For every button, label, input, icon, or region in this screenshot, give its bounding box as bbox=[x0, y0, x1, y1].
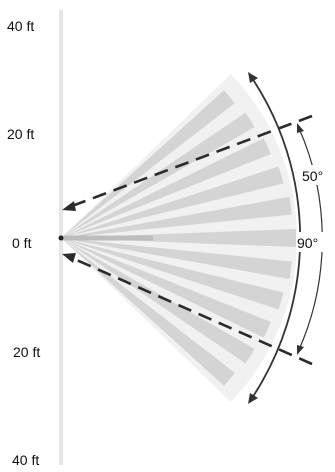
center-beam bbox=[61, 235, 153, 241]
outer-angle-label-backdrop bbox=[296, 232, 330, 252]
detection-beam bbox=[61, 196, 292, 238]
outer-arc-arrowhead-bottom bbox=[248, 393, 258, 404]
dashed-boundary-lower-arrowhead bbox=[62, 253, 76, 263]
dashed-boundary-upper-arrowhead bbox=[62, 201, 76, 211]
scale-label-bottom-20ft: 20 ft bbox=[13, 344, 40, 360]
detection-beam bbox=[61, 238, 284, 310]
detection-beam bbox=[61, 238, 235, 386]
inner-arc-arrowhead-top bbox=[297, 123, 304, 133]
detection-beam bbox=[61, 90, 235, 239]
angle-dimensions: 50° 90° bbox=[248, 72, 333, 404]
scale-label-top-20ft: 20 ft bbox=[7, 126, 34, 142]
detection-beam bbox=[61, 238, 255, 364]
scale-label-top-40ft: 40 ft bbox=[7, 18, 34, 34]
detection-beam bbox=[61, 238, 292, 280]
detection-beam bbox=[61, 228, 296, 248]
outer-angle-label: 90° bbox=[297, 235, 318, 251]
inner-arc-arrowhead-bottom bbox=[297, 345, 304, 355]
detection-beam bbox=[61, 238, 271, 338]
sensor-origin bbox=[58, 235, 64, 241]
inner-angle-boundaries bbox=[62, 114, 313, 366]
inner-angle-label: 50° bbox=[302, 168, 323, 184]
detection-beam bbox=[61, 112, 255, 238]
detection-fan bbox=[61, 74, 297, 402]
detection-beam bbox=[61, 166, 284, 238]
outer-arc-arrowhead-top bbox=[248, 72, 258, 83]
detection-beam bbox=[61, 138, 271, 238]
inner-angle-label-backdrop bbox=[301, 165, 333, 185]
scale-labels: 40 ft 20 ft 0 ft 20 ft 40 ft bbox=[7, 18, 40, 468]
scale-label-bottom-40ft: 40 ft bbox=[12, 452, 39, 468]
scale-label-0ft: 0 ft bbox=[12, 235, 32, 251]
